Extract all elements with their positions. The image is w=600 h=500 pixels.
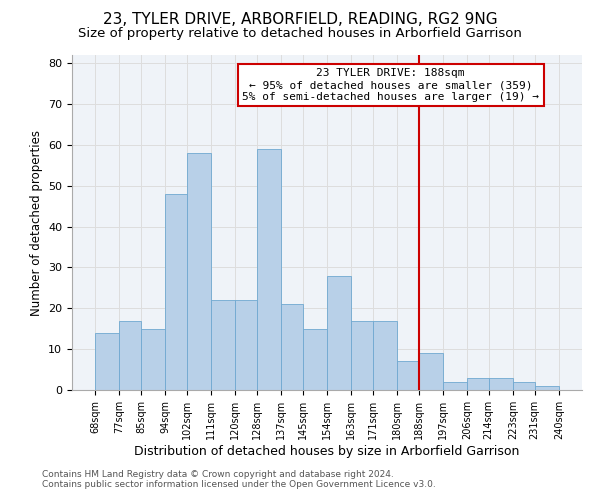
Text: Size of property relative to detached houses in Arborfield Garrison: Size of property relative to detached ho…: [78, 28, 522, 40]
Y-axis label: Number of detached properties: Number of detached properties: [29, 130, 43, 316]
Bar: [119, 320, 141, 390]
Bar: [211, 300, 235, 390]
Bar: [373, 320, 397, 390]
Bar: [303, 328, 327, 390]
Bar: [351, 320, 373, 390]
Bar: [419, 353, 443, 390]
Bar: [165, 194, 187, 390]
Bar: [141, 328, 165, 390]
X-axis label: Distribution of detached houses by size in Arborfield Garrison: Distribution of detached houses by size …: [134, 444, 520, 458]
Bar: [489, 378, 513, 390]
Bar: [281, 304, 303, 390]
Text: Contains HM Land Registry data © Crown copyright and database right 2024.
Contai: Contains HM Land Registry data © Crown c…: [42, 470, 436, 489]
Bar: [257, 149, 281, 390]
Bar: [397, 362, 419, 390]
Text: 23, TYLER DRIVE, ARBORFIELD, READING, RG2 9NG: 23, TYLER DRIVE, ARBORFIELD, READING, RG…: [103, 12, 497, 28]
Bar: [187, 153, 211, 390]
Text: 23 TYLER DRIVE: 188sqm
← 95% of detached houses are smaller (359)
5% of semi-det: 23 TYLER DRIVE: 188sqm ← 95% of detached…: [242, 68, 539, 102]
Bar: [467, 378, 489, 390]
Bar: [235, 300, 257, 390]
Bar: [513, 382, 535, 390]
Bar: [535, 386, 559, 390]
Bar: [327, 276, 351, 390]
Bar: [443, 382, 467, 390]
Bar: [95, 333, 119, 390]
